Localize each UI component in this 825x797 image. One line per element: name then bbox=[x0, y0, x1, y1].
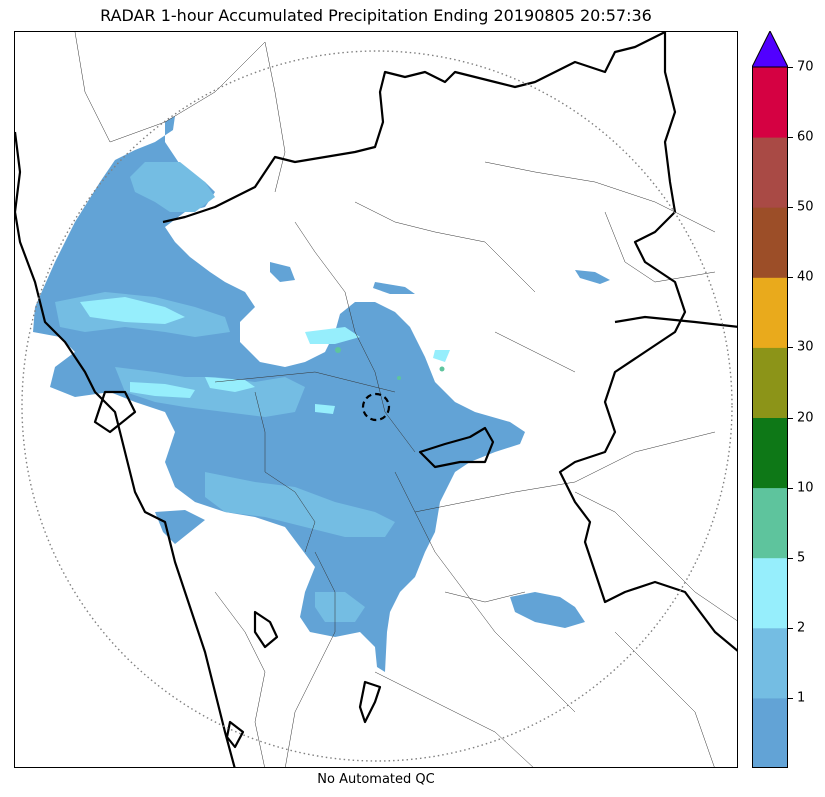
colorbar-band bbox=[752, 347, 788, 418]
colorbar-tick-label: 70 bbox=[797, 59, 814, 75]
qc-note: No Automated QC bbox=[317, 772, 435, 787]
colorbar-tick-label: 1 bbox=[797, 690, 806, 706]
colorbar-band bbox=[752, 557, 788, 629]
colorbar-tick-mark bbox=[788, 557, 793, 559]
colorbar-tick-label: 50 bbox=[797, 199, 814, 215]
colorbar-extend-triangle bbox=[752, 31, 788, 68]
colorbar-tick-mark bbox=[788, 277, 793, 279]
colorbar-tick-mark bbox=[788, 487, 793, 489]
colorbar-tick-label: 5 bbox=[797, 550, 806, 566]
colorbar-band bbox=[752, 697, 788, 768]
range-ring bbox=[21, 50, 733, 762]
colorbar-tick-mark bbox=[788, 417, 793, 419]
precip-layer-low bbox=[33, 116, 610, 672]
colorbar-tick-label: 10 bbox=[797, 480, 814, 496]
colorbar-band bbox=[752, 487, 788, 559]
colorbar-tick-mark bbox=[788, 67, 793, 68]
colorbar-band bbox=[752, 627, 788, 699]
colorbar-band bbox=[752, 417, 788, 489]
colorbar-band bbox=[752, 137, 788, 208]
colorbar-tick-label: 60 bbox=[797, 129, 814, 145]
colorbar-tick-label: 30 bbox=[797, 339, 814, 355]
colorbar-tick-mark bbox=[788, 137, 793, 139]
colorbar-tick-mark bbox=[788, 627, 793, 629]
precip-layer-teal bbox=[335, 347, 445, 380]
colorbar-tick-mark bbox=[788, 347, 793, 349]
colorbar-tick-label: 20 bbox=[797, 410, 814, 425]
colorbar-band bbox=[752, 67, 788, 138]
state-borders bbox=[15, 32, 737, 767]
precip-layer-high bbox=[80, 297, 450, 414]
chart-title: RADAR 1-hour Accumulated Precipitation E… bbox=[100, 6, 652, 25]
colorbar-band bbox=[752, 207, 788, 278]
colorbar-tick-mark bbox=[788, 697, 793, 699]
colorbar-band bbox=[752, 277, 788, 348]
colorbar-tick-label: 2 bbox=[797, 620, 806, 636]
colorbar-tick-mark bbox=[788, 207, 793, 209]
colorbar-tick-label: 40 bbox=[797, 269, 814, 285]
district-borders bbox=[74, 32, 737, 767]
radar-site-marker bbox=[361, 392, 391, 422]
radar-map-svg bbox=[15, 32, 737, 767]
colorbar bbox=[752, 31, 788, 768]
colorbar-outline bbox=[752, 66, 788, 768]
radar-map bbox=[14, 31, 738, 768]
